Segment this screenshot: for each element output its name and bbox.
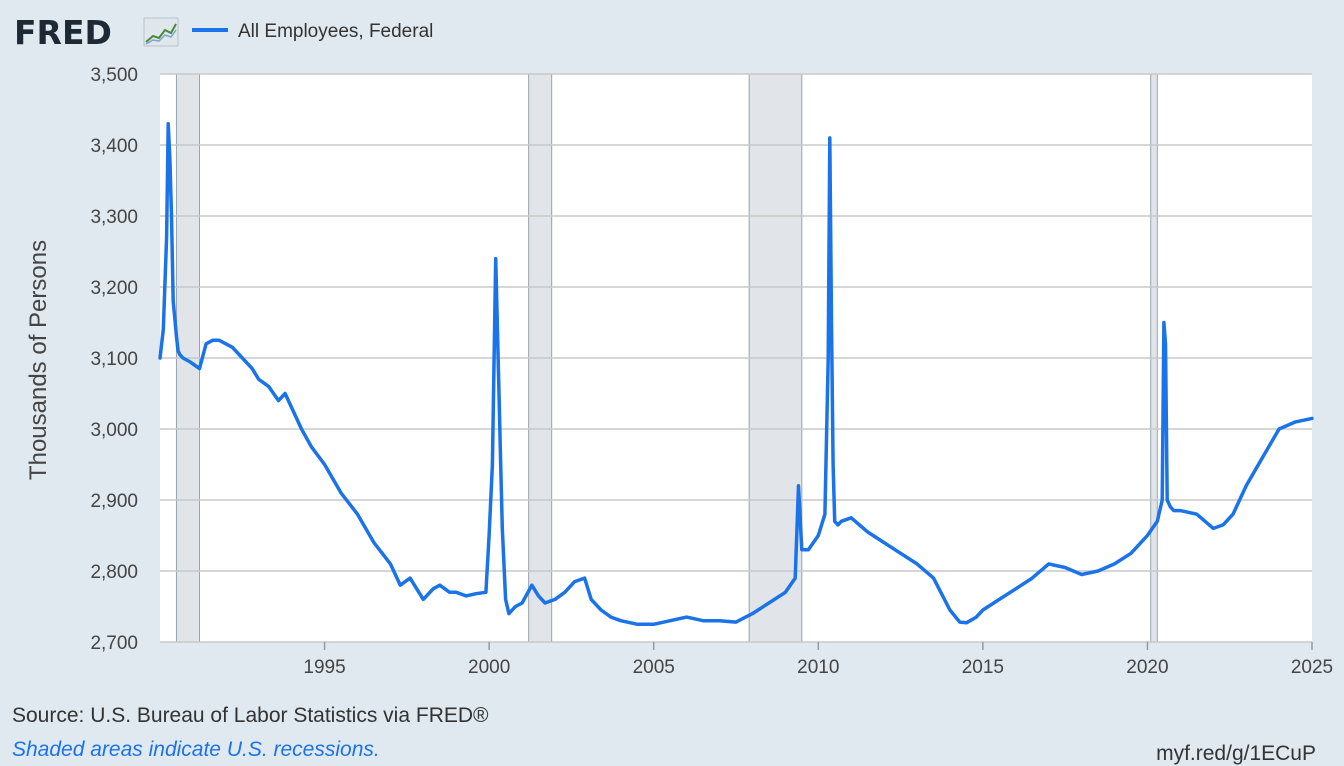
x-tick-label: 2015 (962, 657, 1004, 678)
x-tick-label: 2005 (633, 657, 675, 678)
y-tick-label: 3,200 (90, 278, 138, 299)
x-tick-label: 2010 (797, 657, 839, 678)
y-axis-label: Thousands of Persons (25, 240, 52, 480)
legend-label: All Employees, Federal (238, 21, 433, 42)
fred-logo-graph-icon (143, 17, 179, 47)
x-axis-ticks: 1995 2000 2005 2010 2015 2020 2025 (303, 642, 1333, 678)
y-tick-label: 2,800 (90, 562, 138, 583)
x-tick-label: 2025 (1291, 657, 1333, 678)
y-tick-label: 3,000 (90, 420, 138, 441)
short-url[interactable]: myf.red/g/1ECuP (1156, 742, 1316, 765)
gridlines (160, 73, 1312, 643)
x-tick-label: 2020 (1126, 657, 1168, 678)
fred-logo-text: FRED (14, 13, 112, 52)
y-tick-label: 3,100 (90, 349, 138, 370)
y-tick-label: 2,900 (90, 491, 138, 512)
x-tick-label: 1995 (303, 657, 345, 678)
y-tick-label: 3,500 (90, 65, 138, 86)
y-axis-ticks: 2,700 2,800 2,900 3,000 3,100 3,200 3,300 3,400… (90, 65, 138, 654)
y-tick-label: 3,400 (90, 136, 138, 157)
recession-note: Shaded areas indicate U.S. recessions. (12, 738, 380, 761)
source-note: Source: U.S. Bureau of Labor Statistics … (12, 704, 489, 727)
x-tick-label: 2000 (468, 657, 510, 678)
y-tick-label: 3,300 (90, 207, 138, 228)
y-tick-label: 2,700 (90, 633, 138, 654)
series-layer (158, 121, 1314, 627)
series-line-federal-employees (158, 121, 1314, 627)
legend: All Employees, Federal (192, 21, 433, 42)
fred-logo[interactable]: FRED (14, 13, 179, 52)
